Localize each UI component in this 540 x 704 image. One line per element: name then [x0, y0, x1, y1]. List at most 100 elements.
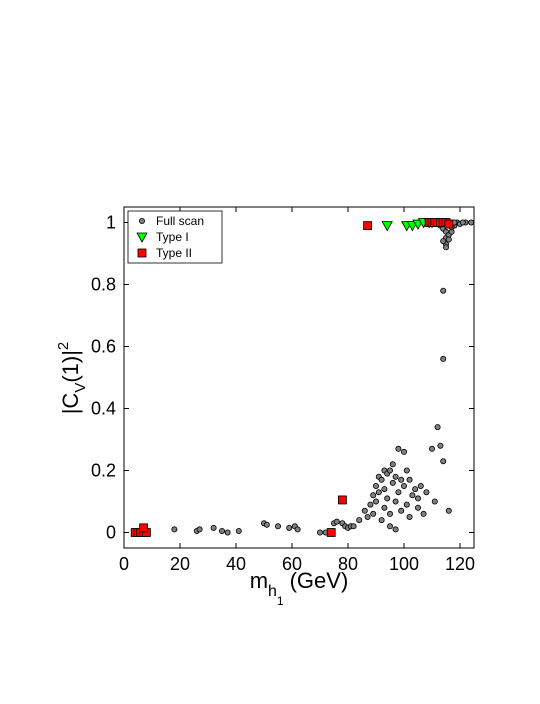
x-tick-label: 60	[282, 554, 302, 574]
point	[210, 524, 217, 531]
legend-label: Type II	[156, 246, 192, 260]
point	[445, 507, 452, 514]
legend-label: Full scan	[156, 214, 204, 228]
point	[384, 495, 391, 502]
point	[406, 476, 413, 483]
point	[196, 526, 203, 533]
point	[406, 514, 413, 521]
plot-area	[123, 206, 475, 549]
point	[400, 482, 407, 489]
point	[389, 479, 396, 486]
point	[171, 526, 178, 533]
y-label-sub: V	[72, 383, 89, 393]
y-tick-label: 1	[106, 213, 116, 233]
point	[395, 489, 402, 496]
x-tick-label: 120	[445, 554, 475, 574]
x-label-sub: h	[268, 583, 277, 600]
point	[263, 521, 270, 528]
x-label-unit: (GeV)	[290, 568, 349, 593]
y-tick-label: 0.8	[91, 275, 116, 295]
point	[381, 504, 388, 511]
point	[400, 448, 407, 455]
point	[294, 526, 301, 533]
point	[286, 524, 293, 531]
point	[442, 244, 449, 251]
point	[459, 219, 466, 226]
y-tick-label: 0.6	[91, 337, 116, 357]
x-tick-label: 100	[389, 554, 419, 574]
point	[363, 221, 373, 231]
point	[235, 527, 242, 534]
y-tick-label: 0.2	[91, 461, 116, 481]
point	[364, 514, 371, 521]
point	[356, 517, 363, 524]
x-tick-label: 20	[170, 554, 190, 574]
point	[412, 486, 419, 493]
point	[326, 528, 336, 537]
point	[375, 489, 382, 496]
point	[350, 523, 357, 530]
point	[333, 518, 340, 525]
point	[420, 510, 427, 517]
point	[398, 507, 405, 514]
point	[409, 492, 416, 499]
y-tick-label: 0	[106, 523, 116, 543]
x-label-main: m	[250, 568, 268, 593]
x-tick-label: 0	[119, 554, 129, 574]
point	[431, 498, 438, 505]
y-label-sup: 2	[55, 342, 72, 350]
x-tick-label: 80	[338, 554, 358, 574]
point	[444, 219, 454, 229]
point	[389, 461, 396, 468]
point	[378, 517, 385, 524]
legend-label: Type I	[156, 230, 189, 244]
point	[224, 529, 231, 536]
point	[398, 476, 405, 483]
point	[440, 238, 447, 245]
point	[445, 236, 452, 243]
x-axis-label: mh1 (GeV)	[250, 568, 349, 608]
x-label-subsub: 1	[277, 594, 284, 608]
point	[440, 355, 447, 362]
x-tick-label: 40	[226, 554, 246, 574]
point	[428, 445, 435, 452]
point	[139, 523, 149, 533]
point	[381, 486, 388, 493]
point	[423, 489, 430, 496]
point	[440, 458, 447, 465]
point	[392, 526, 399, 533]
point	[337, 495, 347, 505]
point	[386, 523, 393, 530]
point	[414, 495, 421, 502]
point	[378, 476, 385, 483]
legend-marker	[138, 217, 145, 224]
point	[392, 498, 399, 505]
point	[392, 473, 399, 480]
point	[440, 287, 447, 294]
point	[386, 510, 393, 517]
point	[417, 482, 424, 489]
point	[395, 445, 402, 452]
point	[316, 529, 323, 536]
point	[403, 467, 410, 474]
y-label-main: |C	[58, 393, 83, 415]
point	[372, 498, 379, 505]
point	[381, 221, 393, 232]
point	[367, 501, 374, 508]
y-tick-label: 0.4	[91, 399, 116, 419]
legend-marker	[136, 232, 148, 243]
point	[370, 510, 377, 517]
y-axis-label: |CV(1)|2	[55, 342, 89, 415]
point	[437, 442, 444, 449]
y-label-main2: (1)|	[58, 350, 83, 383]
point	[468, 219, 475, 226]
point	[274, 523, 281, 530]
point	[361, 507, 368, 514]
legend-marker	[137, 248, 147, 258]
point	[434, 424, 441, 431]
point	[414, 504, 421, 511]
point	[370, 492, 377, 499]
point	[403, 501, 410, 508]
point	[386, 467, 393, 474]
